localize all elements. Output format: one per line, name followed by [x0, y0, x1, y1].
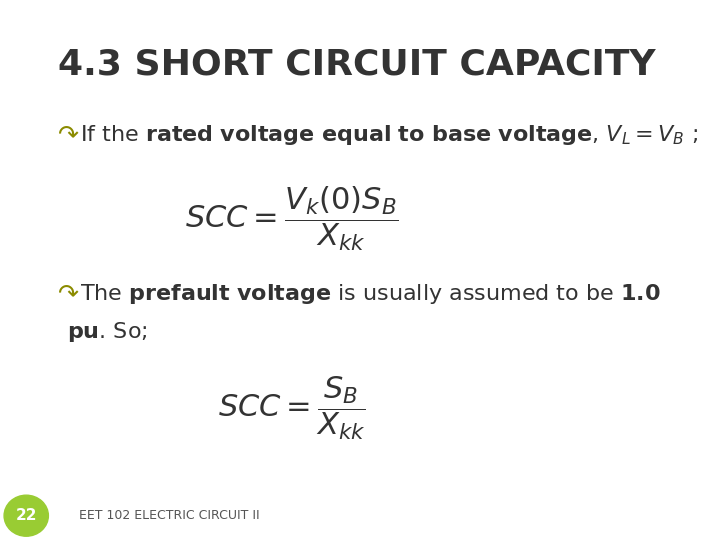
Text: $SCC = \dfrac{V_k(0)S_B}{X_{kk}}$: $SCC = \dfrac{V_k(0)S_B}{X_{kk}}$: [185, 184, 398, 253]
Text: $SCC = \dfrac{S_B}{X_{kk}}$: $SCC = \dfrac{S_B}{X_{kk}}$: [217, 374, 365, 442]
FancyBboxPatch shape: [0, 0, 589, 540]
Circle shape: [4, 495, 48, 536]
Text: $\mathbf{pu}$. So;: $\mathbf{pu}$. So;: [67, 320, 148, 344]
Text: 22: 22: [16, 508, 37, 523]
Text: If the $\mathbf{rated\ voltage\ equal\ to\ base\ voltage}$, $V_L = V_B$ ;: If the $\mathbf{rated\ voltage\ equal\ t…: [81, 123, 698, 147]
Text: 4.3 SHORT CIRCUIT CAPACITY: 4.3 SHORT CIRCUIT CAPACITY: [58, 48, 656, 82]
Text: ↷: ↷: [58, 123, 79, 147]
Text: ↷: ↷: [58, 282, 79, 306]
Text: The $\mathbf{prefault\ voltage}$ is usually assumed to be $\mathbf{1.0}$: The $\mathbf{prefault\ voltage}$ is usua…: [81, 282, 661, 306]
Text: EET 102 ELECTRIC CIRCUIT II: EET 102 ELECTRIC CIRCUIT II: [78, 509, 259, 522]
